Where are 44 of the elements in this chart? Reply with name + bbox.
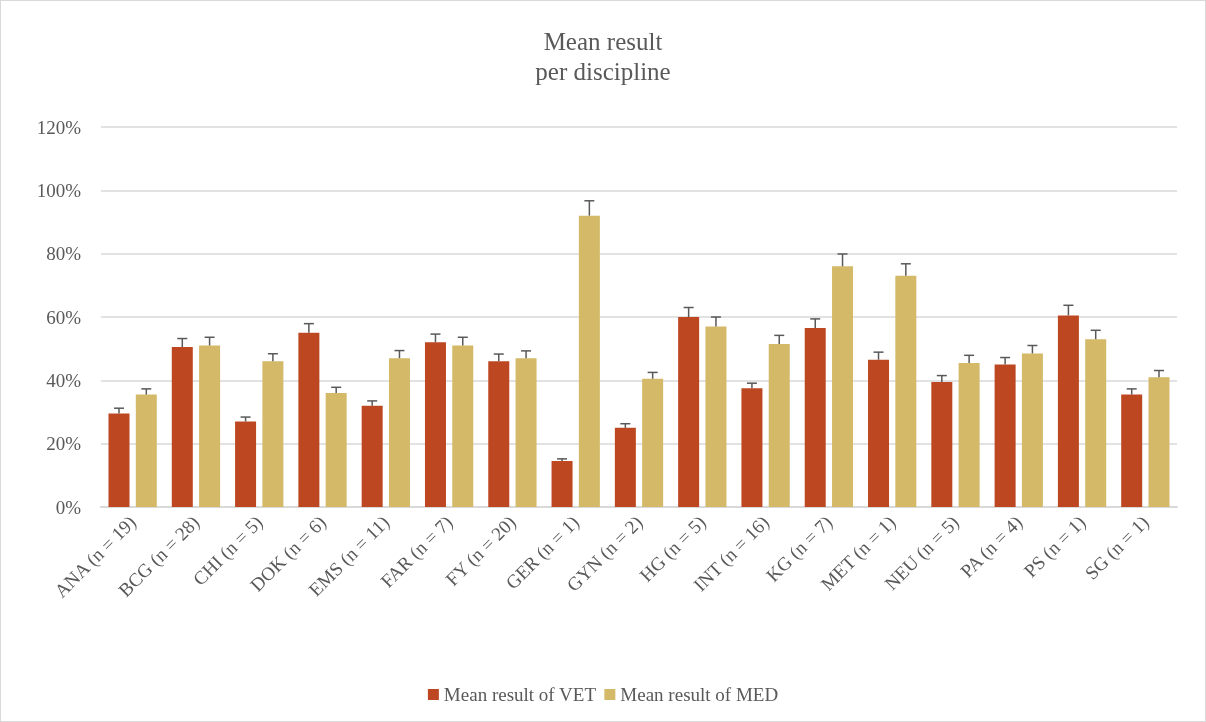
bar — [388, 358, 410, 507]
bar — [1085, 339, 1107, 507]
bar — [452, 345, 474, 507]
bar — [361, 405, 383, 507]
bar — [768, 343, 790, 507]
bar — [488, 361, 510, 507]
bar — [424, 342, 446, 507]
y-tick-label: 0% — [55, 496, 82, 518]
bar — [614, 427, 636, 507]
bar — [1057, 315, 1079, 507]
bar — [804, 328, 826, 507]
bar — [678, 317, 700, 507]
bar — [108, 413, 130, 507]
y-tick-label: 120% — [36, 116, 82, 138]
bar — [1021, 353, 1043, 507]
bar — [832, 266, 854, 507]
bar — [235, 421, 257, 507]
bar — [705, 326, 727, 507]
legend-label: Mean result of VET — [443, 684, 597, 705]
bar — [994, 364, 1016, 507]
bar — [298, 332, 320, 507]
bar — [171, 347, 193, 507]
bar — [642, 378, 664, 507]
y-tick-label: 80% — [46, 243, 82, 265]
bar — [135, 394, 157, 507]
bar — [741, 388, 763, 507]
bar — [325, 393, 347, 507]
bar — [1148, 377, 1170, 507]
bar — [931, 381, 953, 507]
legend-label: Mean result of MED — [620, 684, 779, 705]
y-tick-label: 100% — [36, 179, 82, 201]
y-tick-label: 60% — [46, 306, 82, 328]
chart-title: Mean result per discipline — [535, 27, 671, 85]
y-tick-label: 40% — [46, 369, 82, 391]
bar — [199, 345, 221, 507]
bar — [1121, 394, 1143, 507]
bar — [895, 275, 917, 507]
bar — [578, 215, 600, 507]
y-tick-label: 20% — [46, 433, 82, 455]
bar — [551, 461, 573, 507]
bar — [262, 361, 284, 507]
bar — [868, 359, 890, 507]
bar — [958, 362, 980, 507]
bar — [515, 358, 537, 507]
